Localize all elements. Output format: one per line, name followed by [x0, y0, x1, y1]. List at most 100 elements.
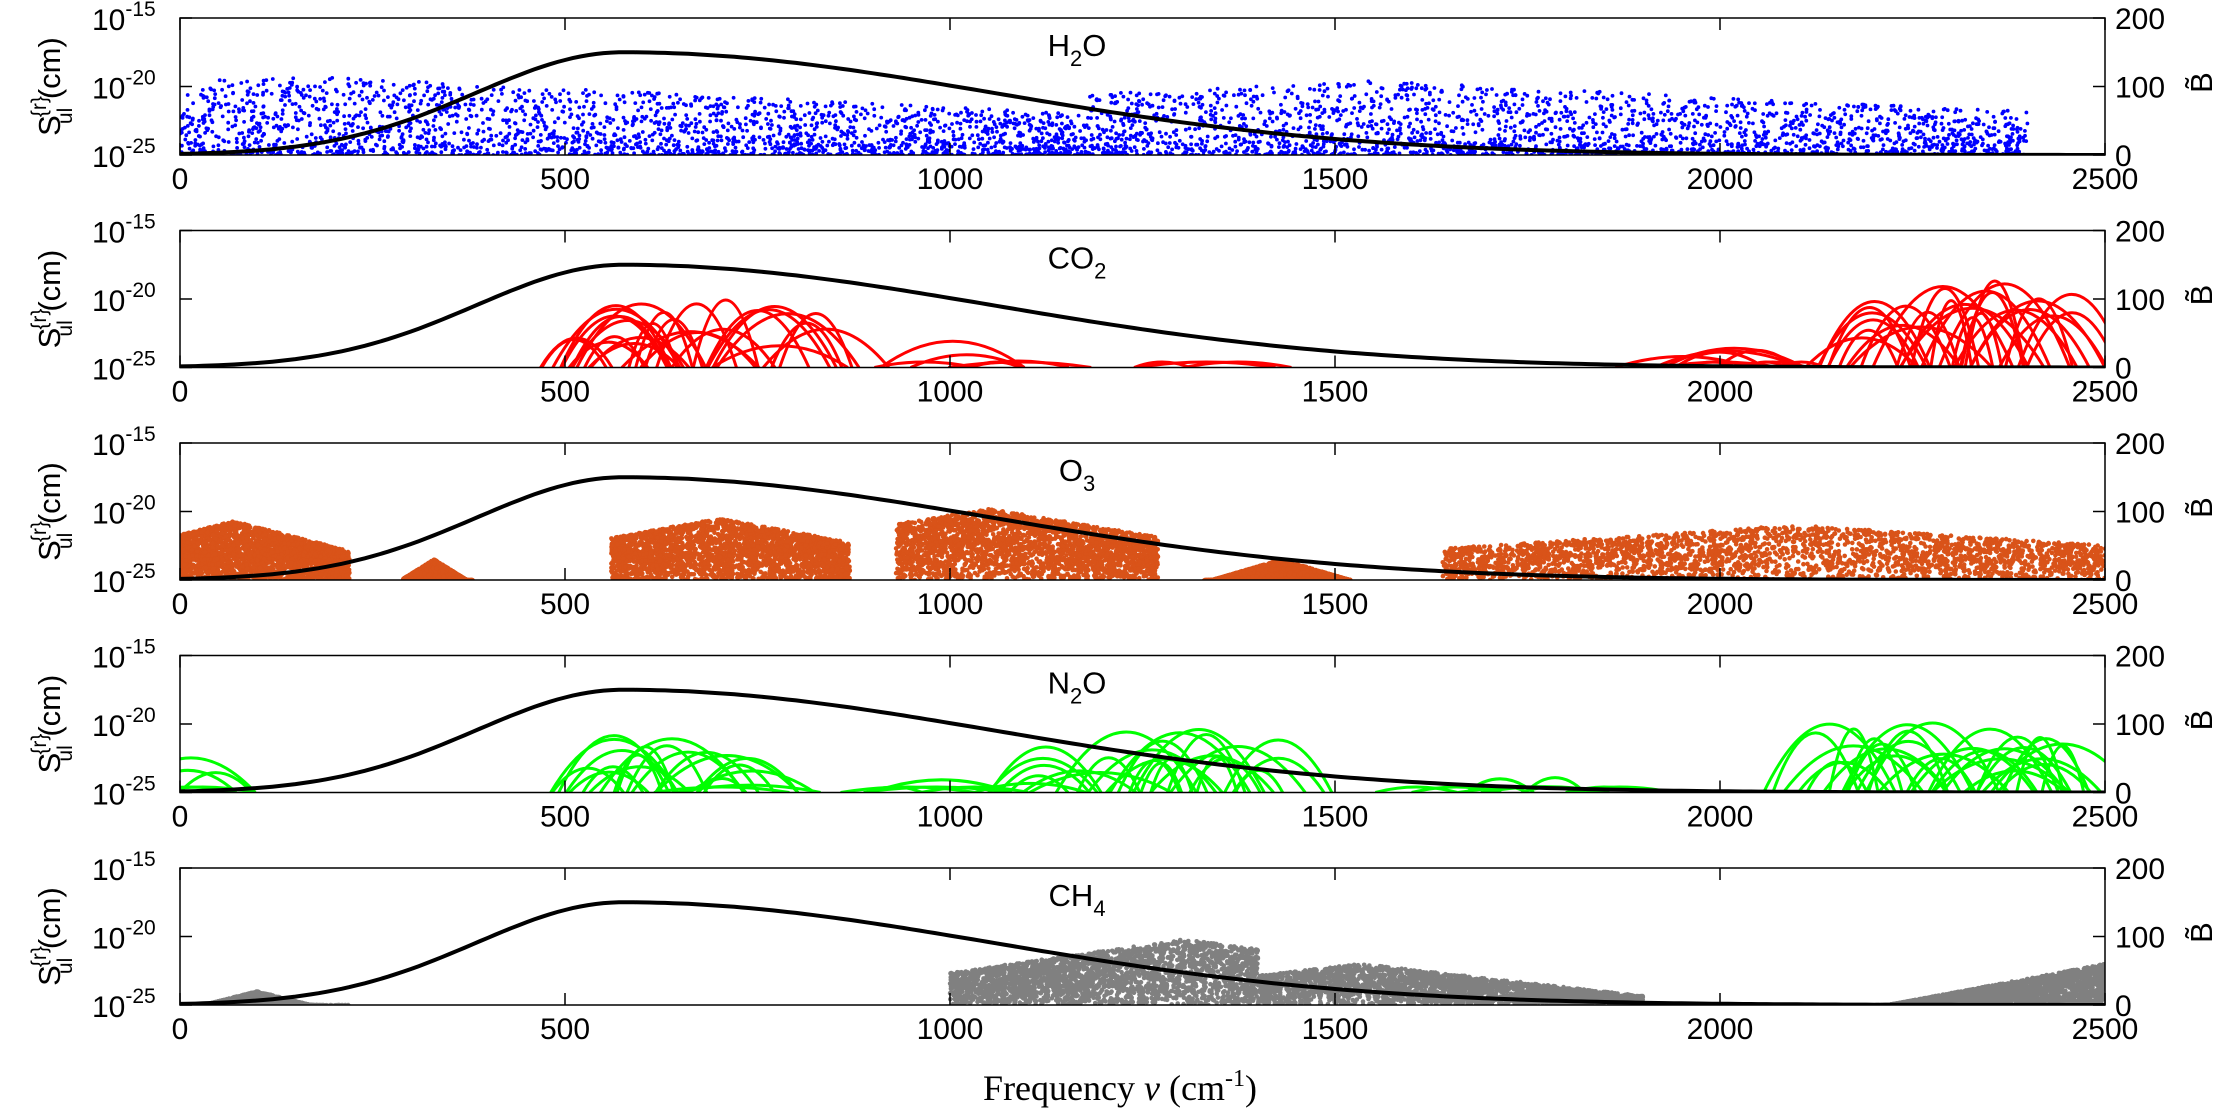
data-point	[1437, 141, 1441, 145]
data-point	[1225, 104, 1229, 108]
data-point	[266, 116, 270, 120]
data-point	[1057, 136, 1061, 140]
data-point	[1149, 92, 1153, 96]
data-point	[785, 147, 789, 151]
data-point	[931, 108, 935, 112]
data-point	[1369, 124, 1373, 128]
data-point	[1632, 98, 1636, 102]
data-point	[262, 82, 266, 86]
data-point	[1513, 136, 1517, 140]
data-point	[1308, 87, 1312, 91]
data-point	[963, 146, 967, 150]
data-point	[420, 135, 424, 139]
data-point	[839, 147, 843, 151]
data-point	[762, 138, 766, 142]
data-point	[1359, 106, 1363, 110]
data-point	[1847, 148, 1851, 152]
data-point	[439, 150, 443, 154]
data-point	[584, 134, 588, 138]
data-point	[1356, 134, 1360, 138]
data-point	[684, 123, 688, 127]
data-point	[413, 92, 417, 96]
data-point	[475, 132, 479, 136]
data-point	[1849, 114, 1853, 118]
data-point	[1415, 118, 1419, 122]
data-point	[1752, 148, 1756, 152]
data-point	[1778, 136, 1782, 140]
data-point	[250, 118, 254, 122]
data-point	[820, 113, 824, 117]
data-point	[1946, 142, 1950, 146]
data-point	[888, 145, 892, 149]
data-point	[1041, 112, 1045, 116]
data-point	[226, 121, 230, 125]
data-point	[416, 135, 420, 139]
data-point	[550, 108, 554, 112]
data-point	[1745, 115, 1749, 119]
data-point	[1912, 114, 1916, 118]
data-point	[508, 125, 512, 129]
data-point	[425, 120, 429, 124]
data-point	[1421, 125, 1425, 129]
data-point	[1466, 118, 1470, 122]
data-point	[819, 144, 823, 148]
data-point	[959, 127, 963, 131]
data-point	[308, 95, 312, 99]
data-point	[1109, 129, 1113, 133]
data-point	[1649, 139, 1653, 143]
data-point	[1080, 150, 1084, 154]
data-point	[997, 117, 1001, 121]
data-point	[1382, 119, 1386, 123]
data-point	[1252, 100, 1256, 104]
data-point	[840, 111, 844, 115]
data-point	[938, 126, 942, 130]
data-point	[552, 134, 556, 138]
data-point	[883, 150, 887, 154]
data-point	[526, 132, 530, 136]
data-point	[397, 129, 401, 133]
data-point	[247, 130, 251, 134]
data-point	[1121, 133, 1125, 137]
data-point	[1789, 101, 1793, 105]
panel-title: H2O	[1048, 28, 1107, 71]
data-point	[1208, 89, 1212, 93]
data-point	[1736, 98, 1740, 102]
data-point	[771, 103, 775, 107]
data-point	[987, 107, 991, 111]
data-point	[1659, 147, 1663, 151]
data-point	[1643, 147, 1647, 151]
data-point	[356, 125, 360, 129]
data-point	[1503, 93, 1507, 97]
data-point	[1135, 94, 1139, 98]
data-point	[1550, 117, 1554, 121]
data-point	[929, 145, 933, 149]
data-point	[1815, 143, 1819, 147]
data-point	[475, 142, 479, 146]
data-point	[936, 120, 940, 124]
data-point	[669, 106, 673, 110]
data-point	[227, 85, 231, 89]
data-point	[358, 94, 362, 98]
data-point	[979, 120, 983, 124]
y2-tick-label: 200	[2115, 216, 2165, 249]
data-point	[1667, 99, 1671, 103]
data-point	[1047, 140, 1051, 144]
data-point	[1689, 99, 1693, 103]
data-point	[452, 148, 456, 152]
data-point	[1739, 120, 1743, 124]
data-point	[846, 137, 850, 141]
data-point	[584, 139, 588, 143]
data-point	[1045, 131, 1049, 135]
data-point	[968, 125, 972, 129]
data-point	[1525, 94, 1529, 98]
data-point	[1469, 110, 1473, 114]
data-point	[1313, 127, 1317, 131]
data-point	[1307, 126, 1311, 130]
data-point	[850, 144, 854, 148]
data-point	[1222, 151, 1226, 155]
data-point	[1255, 135, 1259, 139]
data-point	[889, 118, 893, 122]
data-point	[1904, 113, 1908, 117]
data-point	[234, 105, 238, 109]
data-point	[615, 107, 619, 111]
